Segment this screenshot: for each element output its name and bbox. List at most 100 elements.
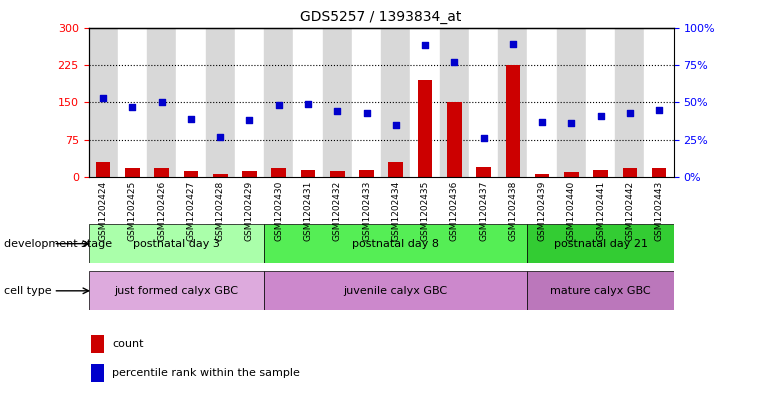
Bar <box>125 168 140 177</box>
Bar <box>586 28 615 177</box>
Point <box>126 103 139 110</box>
Bar <box>176 28 206 177</box>
Point <box>273 102 285 108</box>
Bar <box>264 271 527 310</box>
Bar <box>651 168 667 177</box>
Text: GSM1202424: GSM1202424 <box>99 181 108 241</box>
Text: postnatal day 21: postnatal day 21 <box>554 239 648 249</box>
Text: development stage: development stage <box>4 239 112 249</box>
Bar <box>389 162 403 177</box>
Text: just formed calyx GBC: just formed calyx GBC <box>114 286 239 296</box>
Bar <box>410 224 440 263</box>
Point <box>419 42 431 49</box>
Point <box>214 133 226 140</box>
Text: GSM1202434: GSM1202434 <box>391 181 400 241</box>
Bar <box>264 28 293 177</box>
Bar <box>527 224 557 263</box>
Point <box>243 117 256 123</box>
Bar <box>301 170 316 177</box>
Bar <box>469 28 498 177</box>
Point <box>302 101 314 107</box>
Bar <box>118 224 147 263</box>
Bar <box>644 224 674 263</box>
Bar <box>476 167 491 177</box>
Bar <box>154 168 169 177</box>
Bar <box>92 364 105 382</box>
Text: cell type: cell type <box>4 286 52 296</box>
Bar <box>447 102 462 177</box>
Bar <box>89 28 118 177</box>
Text: GSM1202425: GSM1202425 <box>128 181 137 241</box>
Bar <box>623 168 638 177</box>
Bar <box>469 224 498 263</box>
Point <box>624 110 636 116</box>
Text: count: count <box>112 339 143 349</box>
Bar <box>330 171 345 177</box>
Point <box>97 95 109 101</box>
Text: GSM1202433: GSM1202433 <box>362 181 371 241</box>
Bar <box>235 224 264 263</box>
Bar <box>498 28 527 177</box>
Bar <box>118 28 147 177</box>
Bar <box>176 224 206 263</box>
Bar <box>206 28 235 177</box>
Bar <box>89 271 264 310</box>
Bar <box>586 224 615 263</box>
Bar <box>381 28 410 177</box>
Point <box>536 118 548 125</box>
Text: GSM1202427: GSM1202427 <box>186 181 196 241</box>
Bar <box>235 28 264 177</box>
Bar <box>440 28 469 177</box>
Bar <box>96 162 111 177</box>
Text: GSM1202428: GSM1202428 <box>216 181 225 241</box>
Bar <box>89 224 118 263</box>
Text: postnatal day 3: postnatal day 3 <box>133 239 219 249</box>
Bar <box>594 170 608 177</box>
Bar <box>242 171 257 177</box>
Text: GSM1202426: GSM1202426 <box>157 181 166 241</box>
Text: GSM1202438: GSM1202438 <box>508 181 517 241</box>
Bar <box>410 28 440 177</box>
Bar <box>564 172 579 177</box>
Point <box>507 41 519 47</box>
Text: GSM1202442: GSM1202442 <box>625 181 634 241</box>
Bar <box>644 28 674 177</box>
Text: mature calyx GBC: mature calyx GBC <box>551 286 651 296</box>
Point <box>565 120 578 126</box>
Bar <box>213 174 228 177</box>
Point <box>156 99 168 105</box>
Text: GSM1202443: GSM1202443 <box>654 181 664 241</box>
Point <box>360 110 373 116</box>
Text: GSM1202429: GSM1202429 <box>245 181 254 241</box>
Text: GSM1202432: GSM1202432 <box>333 181 342 241</box>
Bar <box>359 170 374 177</box>
Bar <box>264 224 527 263</box>
Bar <box>527 28 557 177</box>
Bar <box>498 224 527 263</box>
Bar <box>92 335 105 353</box>
Bar <box>381 224 410 263</box>
Bar <box>506 65 521 177</box>
Bar <box>206 224 235 263</box>
Text: percentile rank within the sample: percentile rank within the sample <box>112 368 300 378</box>
Bar <box>352 28 381 177</box>
Bar <box>440 224 469 263</box>
Point <box>653 107 665 113</box>
Text: GDS5257 / 1393834_at: GDS5257 / 1393834_at <box>300 10 462 24</box>
Bar <box>527 271 674 310</box>
Bar <box>615 28 644 177</box>
Text: GSM1202439: GSM1202439 <box>537 181 547 241</box>
Text: postnatal day 8: postnatal day 8 <box>353 239 439 249</box>
Bar <box>323 28 352 177</box>
Point <box>185 116 197 122</box>
Text: GSM1202430: GSM1202430 <box>274 181 283 241</box>
Bar <box>535 174 550 177</box>
Text: GSM1202435: GSM1202435 <box>420 181 430 241</box>
Bar <box>147 28 176 177</box>
Point <box>448 59 460 65</box>
Bar <box>293 28 323 177</box>
Bar <box>272 168 286 177</box>
Text: GSM1202440: GSM1202440 <box>567 181 576 241</box>
Bar <box>557 28 586 177</box>
Text: juvenile calyx GBC: juvenile calyx GBC <box>343 286 448 296</box>
